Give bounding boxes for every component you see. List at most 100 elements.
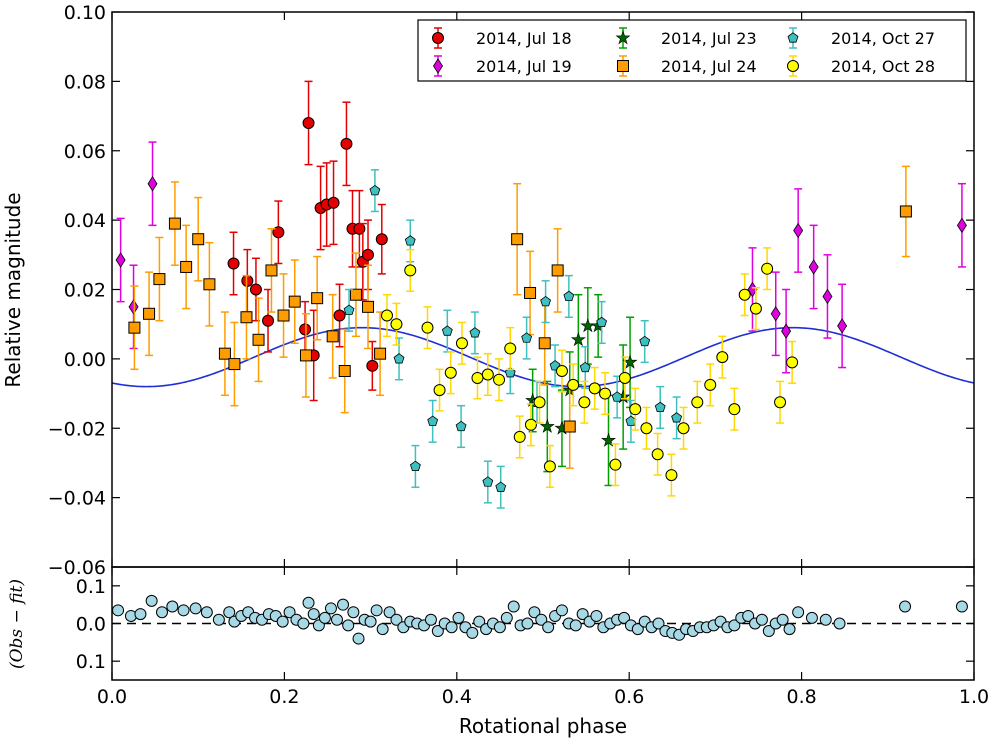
residual-point bbox=[200, 606, 213, 619]
data-point bbox=[288, 295, 301, 308]
data-point bbox=[375, 233, 388, 246]
data-point bbox=[143, 307, 156, 320]
data-point bbox=[837, 318, 848, 334]
data-point bbox=[513, 430, 526, 443]
data-point bbox=[374, 347, 387, 360]
residual-point bbox=[755, 613, 768, 626]
data-point bbox=[524, 418, 537, 431]
data-point bbox=[227, 257, 240, 270]
legend-marker bbox=[615, 30, 631, 45]
legend-marker bbox=[617, 60, 629, 72]
y-tick-label: 0.04 bbox=[64, 210, 106, 232]
data-point bbox=[521, 332, 533, 343]
residual-point bbox=[145, 594, 158, 607]
data-point bbox=[524, 286, 537, 299]
residual-y-axis-label: (Obs − fit) bbox=[7, 579, 27, 669]
main-y-axis-label: Relative magnitude bbox=[1, 192, 25, 387]
residual-point bbox=[166, 600, 179, 613]
residual-y-ticks bbox=[112, 585, 974, 662]
x-tick-label: 0.2 bbox=[269, 686, 299, 708]
data-point bbox=[421, 321, 434, 334]
data-point bbox=[302, 117, 315, 129]
residual-point bbox=[318, 611, 331, 624]
residual-point bbox=[542, 621, 555, 634]
data-point bbox=[455, 420, 467, 432]
data-point bbox=[115, 252, 126, 268]
data-point bbox=[168, 217, 181, 230]
data-point bbox=[567, 378, 580, 391]
data-point bbox=[640, 422, 653, 435]
data-point bbox=[404, 264, 417, 277]
residual-point bbox=[155, 606, 168, 619]
data-point bbox=[362, 300, 375, 313]
residual-point bbox=[728, 619, 741, 632]
residual-point bbox=[390, 613, 403, 626]
data-point bbox=[579, 361, 591, 373]
y-tick-label: 0.08 bbox=[64, 71, 106, 93]
residual-point bbox=[189, 602, 202, 615]
data-point bbox=[482, 476, 494, 487]
residual-point bbox=[112, 604, 125, 617]
data-point bbox=[340, 137, 353, 150]
data-point bbox=[611, 391, 623, 402]
data-point bbox=[241, 274, 254, 287]
legend-marker bbox=[787, 60, 799, 72]
data-point bbox=[249, 283, 262, 296]
residual-point bbox=[742, 609, 755, 622]
data-point bbox=[192, 233, 205, 246]
residual-point bbox=[805, 611, 818, 624]
legend-entry: 2014, Jul 19 bbox=[433, 55, 572, 77]
y-tick-label: 0.10 bbox=[64, 2, 106, 24]
legend-marker bbox=[432, 32, 444, 44]
data-point bbox=[147, 175, 158, 192]
data-point bbox=[761, 262, 774, 275]
data-point bbox=[704, 378, 717, 391]
data-point bbox=[404, 235, 416, 246]
residual-point bbox=[347, 606, 360, 619]
data-point bbox=[563, 290, 575, 302]
residual-point bbox=[342, 619, 355, 632]
legend-label: 2014, Jul 23 bbox=[661, 29, 757, 48]
data-point bbox=[441, 325, 453, 336]
x-tick-label: 0.4 bbox=[442, 686, 472, 708]
residual-point bbox=[364, 615, 377, 628]
data-point bbox=[128, 321, 141, 334]
data-point bbox=[599, 387, 612, 400]
data-point bbox=[654, 401, 666, 413]
residual-point bbox=[833, 617, 846, 630]
data-point bbox=[691, 396, 704, 409]
data-point bbox=[128, 299, 139, 315]
data-point bbox=[781, 323, 792, 339]
data-point bbox=[609, 458, 622, 471]
data-point bbox=[299, 323, 312, 336]
data-point bbox=[551, 264, 564, 277]
data-point bbox=[808, 259, 819, 275]
legend-frame bbox=[417, 19, 967, 82]
y-tick-label: 0.06 bbox=[64, 141, 106, 163]
data-point bbox=[240, 311, 253, 324]
data-point bbox=[218, 347, 231, 360]
data-point bbox=[277, 309, 290, 322]
series-5 bbox=[380, 247, 799, 497]
residual-point bbox=[466, 626, 479, 639]
data-point bbox=[793, 222, 804, 239]
data-point bbox=[786, 356, 799, 369]
data-point bbox=[504, 342, 517, 355]
data-point bbox=[362, 248, 375, 261]
residual-point bbox=[819, 613, 832, 626]
data-point bbox=[570, 331, 586, 347]
data-point bbox=[543, 460, 556, 473]
data-point bbox=[822, 288, 833, 305]
data-point bbox=[774, 396, 787, 409]
main-y-ticks bbox=[111, 11, 975, 568]
residual-point bbox=[302, 596, 315, 609]
residual-point bbox=[507, 600, 520, 613]
residual-point bbox=[376, 623, 389, 636]
data-point bbox=[738, 288, 751, 301]
residual-data-points bbox=[112, 594, 968, 645]
residual-point bbox=[493, 621, 506, 634]
residual-point bbox=[569, 619, 582, 632]
y-tick-label: −0.04 bbox=[48, 488, 106, 510]
x-tick-labels: 0.0 0.2 0.4 0.6 0.8 1.0 bbox=[97, 686, 989, 708]
